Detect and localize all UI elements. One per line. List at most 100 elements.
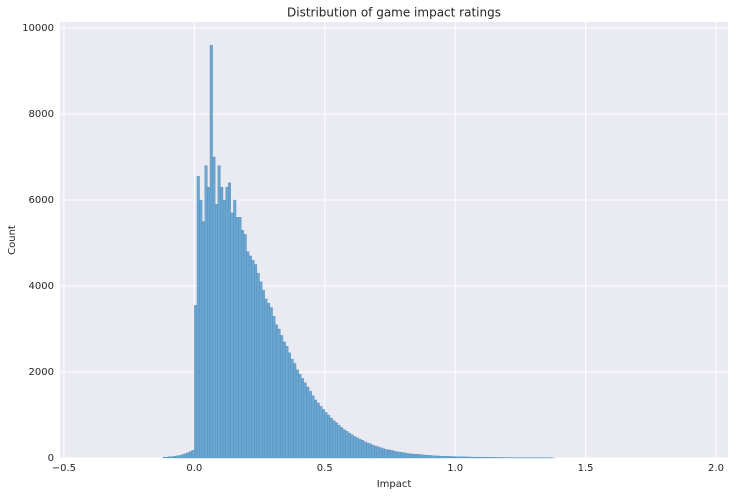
bar	[257, 273, 260, 458]
bar	[210, 45, 213, 458]
bar	[202, 222, 205, 458]
bar	[252, 260, 255, 458]
bar	[426, 455, 429, 458]
bar	[361, 440, 364, 458]
bar	[320, 406, 323, 458]
bar	[500, 457, 503, 458]
bar	[380, 448, 383, 458]
x-tick-label: 0.5	[317, 463, 333, 474]
bar	[419, 455, 422, 458]
plot-background	[60, 22, 728, 458]
bar	[280, 335, 283, 458]
bar	[455, 457, 458, 458]
bar	[473, 457, 476, 458]
bar	[364, 442, 367, 458]
bar	[450, 456, 453, 458]
bar	[299, 374, 302, 458]
bar	[312, 396, 315, 458]
bar	[479, 457, 482, 458]
x-axis-label: Impact	[377, 479, 412, 490]
bar	[351, 435, 354, 458]
bar	[466, 457, 469, 458]
bar	[372, 445, 375, 458]
y-axis-label: Count	[7, 225, 18, 255]
x-tick-label: −0.5	[52, 463, 76, 474]
bar	[213, 157, 216, 458]
x-tick-label: 2.0	[708, 463, 724, 474]
bar	[400, 452, 403, 458]
bar	[246, 252, 249, 458]
bar	[463, 457, 466, 458]
bar	[440, 456, 443, 458]
bar	[226, 187, 229, 458]
bar	[330, 418, 333, 458]
bar	[278, 329, 281, 458]
bar	[356, 438, 359, 458]
bar	[260, 282, 263, 458]
bar	[432, 456, 435, 458]
bar	[283, 342, 286, 458]
bar	[207, 187, 210, 458]
bar	[442, 456, 445, 458]
bar	[233, 200, 236, 458]
bar	[437, 456, 440, 458]
chart-title: Distribution of game impact ratings	[287, 6, 501, 20]
bar	[484, 457, 487, 458]
bar	[335, 423, 338, 458]
bar	[343, 430, 346, 458]
bar	[286, 346, 289, 458]
bar	[447, 456, 450, 458]
bar	[366, 443, 369, 458]
bar	[317, 403, 320, 458]
bar	[385, 449, 388, 458]
bar	[445, 456, 448, 458]
bar	[481, 457, 484, 458]
bar	[200, 200, 203, 458]
bar	[192, 450, 195, 458]
bar	[249, 256, 252, 458]
bar	[413, 454, 416, 458]
bar	[215, 204, 218, 458]
bar	[231, 213, 234, 458]
bar	[194, 305, 197, 458]
bar	[166, 457, 169, 458]
y-tick-label: 10000	[22, 23, 54, 34]
bar	[369, 444, 372, 458]
bar	[301, 378, 304, 458]
bar	[239, 217, 242, 458]
x-tick-label: 1.0	[447, 463, 463, 474]
bar	[408, 454, 411, 458]
bar	[497, 457, 500, 458]
y-tick-label: 6000	[29, 195, 54, 206]
bar	[458, 457, 461, 458]
bar	[293, 363, 296, 458]
bar	[184, 454, 187, 458]
bar	[489, 457, 492, 458]
bar	[411, 454, 414, 458]
bar	[236, 217, 239, 458]
bar	[171, 457, 174, 458]
x-tick-label: 0.0	[186, 463, 202, 474]
bar	[273, 316, 276, 458]
bar	[471, 457, 474, 458]
bar	[468, 457, 471, 458]
y-tick-label: 8000	[29, 109, 54, 120]
bar	[387, 450, 390, 458]
bar	[197, 176, 200, 458]
bar	[403, 453, 406, 458]
bar	[223, 200, 226, 458]
bar	[460, 457, 463, 458]
bar	[492, 457, 495, 458]
y-tick-label: 4000	[29, 281, 54, 292]
bar	[346, 431, 349, 458]
bar	[338, 425, 341, 458]
bar	[270, 308, 273, 458]
bar	[288, 353, 291, 458]
bar	[486, 457, 489, 458]
bar	[228, 183, 231, 458]
bar	[434, 456, 437, 458]
bar	[325, 412, 328, 458]
y-tick-label: 2000	[29, 367, 54, 378]
bar	[241, 230, 244, 458]
